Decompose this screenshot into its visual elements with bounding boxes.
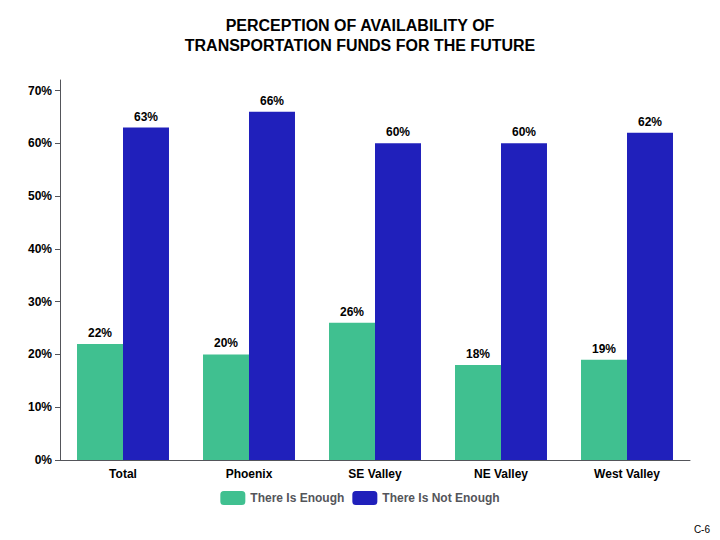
svg-text:30%: 30% xyxy=(28,295,52,309)
svg-text:60%: 60% xyxy=(386,125,410,139)
svg-text:22%: 22% xyxy=(88,326,112,340)
svg-text:NE Valley: NE Valley xyxy=(474,467,528,481)
svg-text:SE Valley: SE Valley xyxy=(348,467,402,481)
svg-text:There Is Not Enough: There Is Not Enough xyxy=(382,491,499,505)
svg-text:10%: 10% xyxy=(28,400,52,414)
svg-text:60%: 60% xyxy=(28,136,52,150)
svg-text:66%: 66% xyxy=(260,94,284,108)
svg-text:20%: 20% xyxy=(28,347,52,361)
svg-text:40%: 40% xyxy=(28,242,52,256)
svg-text:26%: 26% xyxy=(340,305,364,319)
svg-text:20%: 20% xyxy=(214,336,238,350)
svg-text:50%: 50% xyxy=(28,189,52,203)
svg-text:Phoenix: Phoenix xyxy=(226,467,273,481)
svg-text:TRANSPORTATION FUNDS FOR THE F: TRANSPORTATION FUNDS FOR THE FUTURE xyxy=(185,37,536,54)
svg-text:63%: 63% xyxy=(134,110,158,124)
svg-text:62%: 62% xyxy=(638,115,662,129)
svg-text:60%: 60% xyxy=(512,125,536,139)
svg-text:West Valley: West Valley xyxy=(594,467,660,481)
svg-text:PERCEPTION OF AVAILABILITY OF: PERCEPTION OF AVAILABILITY OF xyxy=(226,17,495,34)
svg-text:70%: 70% xyxy=(28,84,52,98)
svg-text:0%: 0% xyxy=(35,453,53,467)
svg-text:18%: 18% xyxy=(466,347,490,361)
svg-text:19%: 19% xyxy=(592,342,616,356)
svg-text:C-6: C-6 xyxy=(694,524,711,535)
svg-text:Total: Total xyxy=(109,467,137,481)
svg-text:There Is Enough: There Is Enough xyxy=(250,491,344,505)
